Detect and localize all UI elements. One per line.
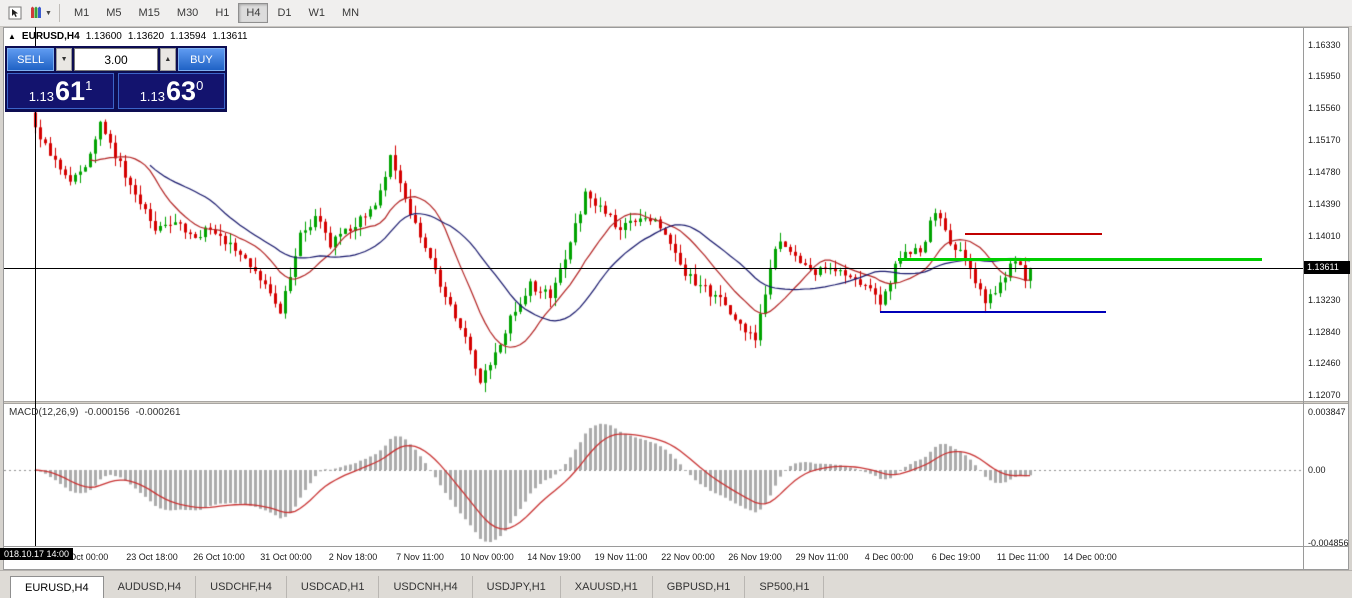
time-axis-border (3, 546, 1349, 547)
bid-line (4, 268, 1303, 269)
symbol-tab-usdjpy-h1[interactable]: USDJPY,H1 (473, 576, 561, 598)
volume-input[interactable] (74, 48, 158, 71)
crosshair-time-tag: 018.10.17 14:00 (0, 548, 74, 560)
sell-price-sup: 1 (85, 77, 93, 93)
toolbar: ▼ M1 M5 M15 M30 H1 H4 D1 W1 MN (0, 0, 1352, 27)
pane-splitter[interactable] (4, 401, 1348, 404)
buy-button[interactable]: BUY (177, 48, 225, 71)
symbol-tab-eurusd-h4[interactable]: EURUSD,H4 (10, 576, 104, 598)
timeframe-m30[interactable]: M30 (169, 3, 206, 23)
timeframe-toolbar: M1 M5 M15 M30 H1 H4 D1 W1 MN (66, 3, 367, 23)
sell-price-big: 61 (55, 76, 86, 106)
macd-name: MACD(12,26,9) (9, 407, 79, 418)
buy-price-main: 1.13 (139, 88, 166, 104)
sell-button[interactable]: SELL (7, 48, 55, 71)
volume-decrease-button[interactable]: ▼ (56, 48, 72, 71)
timeframe-d1[interactable]: D1 (269, 3, 299, 23)
one-click-trade-panel: SELL ▼ ▲ BUY 1.13 61 1 1.13 63 0 (5, 46, 227, 112)
timeframe-h4[interactable]: H4 (238, 3, 269, 23)
buy-price-display[interactable]: 1.13 63 0 (118, 73, 225, 109)
symbol-tab-usdchf-h4[interactable]: USDCHF,H4 (196, 576, 287, 598)
symbol-tab-usdcnh-h4[interactable]: USDCNH,H4 (379, 576, 473, 598)
chart-symbol: EURUSD,H4 (21, 31, 80, 42)
support-line[interactable] (880, 311, 1106, 313)
price-axis-separator (1303, 27, 1304, 570)
volume-increase-button[interactable]: ▲ (160, 48, 176, 71)
timeframe-h1[interactable]: H1 (207, 3, 237, 23)
cursor-tool-button[interactable] (3, 2, 27, 24)
resistance-line[interactable] (965, 233, 1102, 235)
cursor-icon (8, 6, 22, 20)
ohlc-close: 1.13611 (212, 31, 248, 42)
macd-signal-value: -0.000261 (135, 407, 181, 418)
pencils-icon (31, 6, 41, 18)
sell-price-main: 1.13 (28, 88, 55, 104)
timeframe-m15[interactable]: M15 (131, 3, 168, 23)
timeframe-mn[interactable]: MN (334, 3, 367, 23)
timeframe-m5[interactable]: M5 (98, 3, 129, 23)
current-price-tag: 1.13611 (1304, 261, 1350, 274)
chevron-down-icon: ▼ (45, 9, 52, 17)
chart-header: ▲ EURUSD,H4 1.13600 1.13620 1.13594 1.13… (8, 31, 248, 42)
toolbar-separator (58, 4, 60, 22)
symbol-tab-xauusd-h1[interactable]: XAUUSD,H1 (561, 576, 653, 598)
symbol-tab-audusd-h4[interactable]: AUDUSD,H4 (104, 576, 197, 598)
current-level-line[interactable] (898, 258, 1262, 261)
timeframe-m1[interactable]: M1 (66, 3, 97, 23)
symbol-tab-sp500-h1[interactable]: SP500,H1 (745, 576, 825, 598)
symbol-tabs-bar: EURUSD,H4 AUDUSD,H4 USDCHF,H4 USDCAD,H1 USDC… (0, 570, 1352, 598)
ohlc-low: 1.13594 (170, 31, 207, 42)
ohlc-open: 1.13600 (85, 31, 122, 42)
crosshair-vertical-line (35, 27, 36, 546)
macd-canvas[interactable] (4, 404, 1302, 546)
buy-price-big: 63 (166, 76, 197, 106)
sell-price-display[interactable]: 1.13 61 1 (7, 73, 114, 109)
symbol-tab-usdcad-h1[interactable]: USDCAD,H1 (287, 576, 380, 598)
drawing-tools-button[interactable]: ▼ (28, 2, 53, 24)
timeframe-w1[interactable]: W1 (301, 3, 334, 23)
macd-indicator-label: MACD(12,26,9) -0.000156 -0.000261 (9, 407, 181, 418)
symbol-tab-gbpusd-h1[interactable]: GBPUSD,H1 (653, 576, 746, 598)
ohlc-high: 1.13620 (127, 31, 165, 42)
collapse-arrow-icon[interactable]: ▲ (8, 32, 16, 41)
buy-price-sup: 0 (196, 77, 204, 93)
macd-main-value: -0.000156 (84, 407, 130, 418)
